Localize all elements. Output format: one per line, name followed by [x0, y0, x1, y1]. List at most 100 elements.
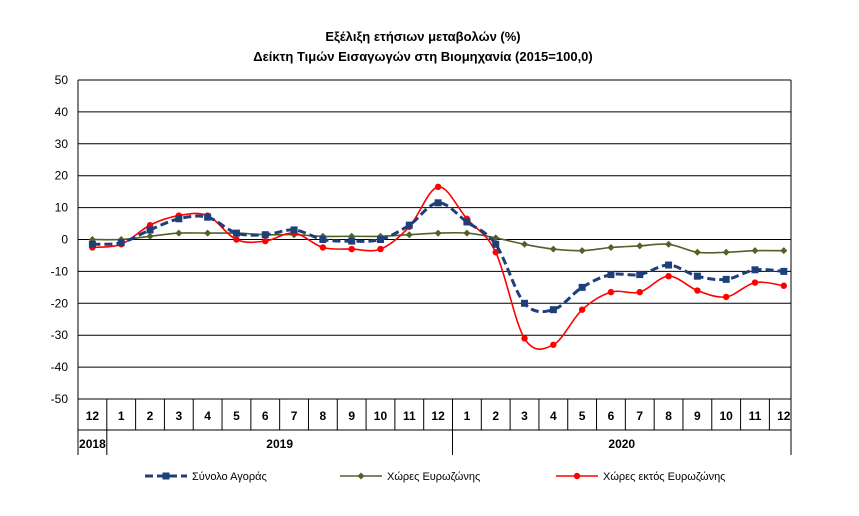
y-tick-label: -20 — [51, 296, 69, 310]
x-tick-label: 7 — [291, 409, 298, 423]
data-point — [88, 240, 96, 248]
data-point — [636, 242, 644, 250]
data-point — [549, 245, 557, 253]
x-tick-label: 1 — [118, 409, 125, 423]
data-point — [521, 335, 528, 342]
x-tick-label: 8 — [665, 409, 672, 423]
data-point — [578, 306, 586, 313]
data-point — [636, 271, 644, 279]
data-point — [665, 261, 673, 269]
data-point — [463, 218, 471, 226]
series-2 — [88, 229, 788, 256]
x-tick-label: 10 — [720, 409, 734, 423]
data-point — [492, 249, 499, 256]
y-tick-label: -40 — [51, 360, 69, 374]
data-point — [261, 231, 269, 239]
chart-title: Εξέλιξη ετήσιων μεταβολών (%) — [325, 29, 520, 44]
data-point — [665, 272, 672, 280]
x-tick-label: 12 — [777, 409, 791, 423]
data-point — [521, 240, 529, 248]
x-tick-label: 4 — [550, 409, 557, 423]
data-point — [434, 199, 442, 207]
data-point — [376, 236, 384, 243]
data-point — [492, 240, 500, 248]
x-tick-label: 6 — [262, 409, 269, 423]
data-point — [262, 237, 269, 245]
year-label: 2018 — [79, 437, 106, 451]
data-point — [607, 271, 615, 279]
x-tick-label: 11 — [749, 409, 762, 423]
y-tick-label: -30 — [51, 328, 69, 342]
series-1 — [88, 199, 788, 314]
data-point — [578, 283, 586, 291]
legend-marker — [357, 472, 365, 480]
data-point — [693, 272, 701, 280]
x-tick-label: 3 — [175, 409, 182, 423]
data-point — [693, 248, 701, 256]
x-tick-label: 11 — [403, 409, 416, 423]
legend: Σύνολο Αγοράς Χώρες Ευρωζώνης Χώρες εκτός … — [145, 471, 726, 483]
data-point — [780, 267, 788, 275]
x-tick-label: 9 — [694, 409, 701, 423]
data-point — [232, 229, 240, 237]
data-point — [348, 237, 356, 245]
data-point — [290, 226, 298, 234]
y-tick-label: 20 — [55, 169, 69, 183]
data-point — [578, 247, 586, 255]
x-tick-label: 5 — [233, 409, 240, 423]
x-tick-label: 10 — [374, 409, 388, 423]
data-point — [607, 288, 615, 296]
series-3 — [89, 183, 787, 350]
x-tick-label: 5 — [579, 409, 586, 423]
legend-item: Χώρες εκτός Ευρωζώνης — [556, 471, 726, 483]
data-point — [377, 245, 384, 253]
data-point — [405, 221, 413, 229]
x-tick-label: 9 — [348, 409, 355, 423]
chart-subtitle: Δείκτη Τιμών Εισαγωγών στη Βιομηχανία (2… — [253, 49, 593, 64]
data-point — [780, 247, 788, 255]
data-point — [405, 231, 413, 239]
data-point — [348, 245, 355, 253]
data-point — [434, 183, 442, 191]
data-point — [146, 226, 154, 234]
data-point — [463, 229, 471, 237]
legend-label: Σύνολο Αγοράς — [192, 471, 267, 483]
data-point — [550, 341, 557, 348]
data-point — [319, 244, 327, 251]
grid — [78, 79, 791, 400]
data-point — [233, 236, 240, 243]
legend-marker — [573, 472, 581, 480]
x-tick-label: 12 — [431, 409, 445, 423]
year-label: 2019 — [266, 437, 293, 451]
data-point — [636, 288, 643, 296]
data-point — [175, 215, 183, 223]
x-tick-label: 3 — [521, 409, 528, 423]
data-point — [117, 239, 125, 247]
data-point — [722, 293, 730, 301]
x-tick-label: 4 — [204, 409, 211, 423]
y-tick-label: 40 — [55, 105, 69, 119]
y-tick-label: 10 — [55, 201, 69, 215]
data-point — [146, 232, 154, 240]
data-point — [665, 240, 673, 248]
y-tick-label: -50 — [51, 392, 69, 406]
data-point — [175, 229, 183, 237]
data-point — [319, 236, 327, 243]
data-point — [204, 213, 212, 221]
y-tick-label: 50 — [55, 73, 69, 87]
series-layer — [88, 183, 788, 350]
data-point — [751, 266, 759, 274]
data-point — [694, 287, 701, 294]
y-tick-label: 30 — [55, 137, 69, 151]
data-point — [434, 229, 442, 237]
data-point — [780, 282, 787, 289]
data-point — [722, 275, 730, 283]
x-tick-label: 7 — [636, 409, 643, 423]
data-point — [607, 243, 615, 251]
x-tick-label: 12 — [86, 409, 100, 423]
data-point — [204, 229, 212, 237]
x-tick-label: 8 — [320, 409, 327, 423]
